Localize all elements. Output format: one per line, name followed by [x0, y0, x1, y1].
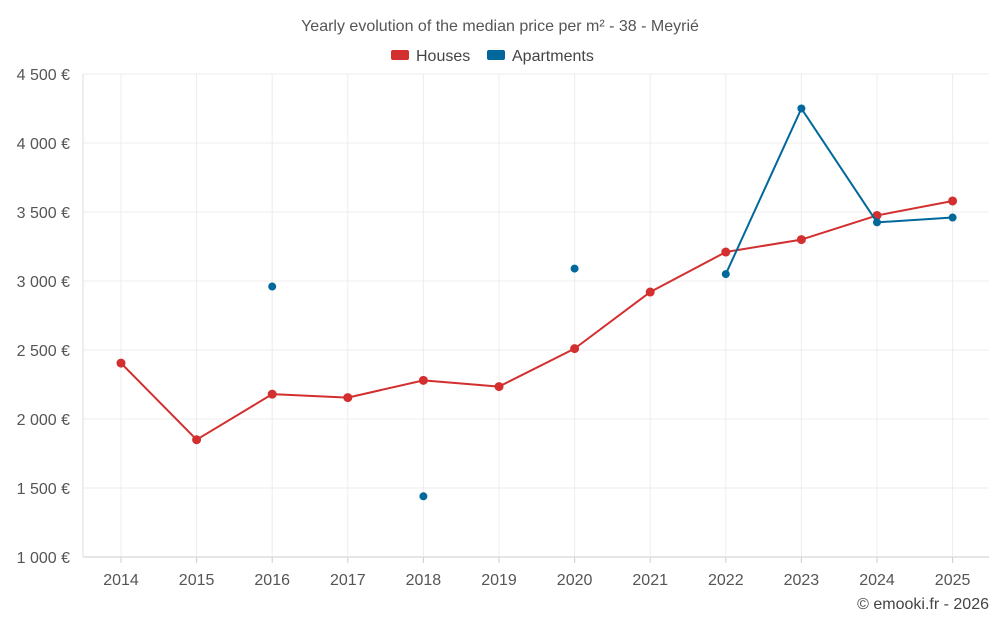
- y-tick-label: 2 500 €: [17, 343, 70, 360]
- x-tick-label: 2025: [935, 572, 971, 589]
- data-point-apartments-2020[interactable]: [570, 264, 579, 273]
- data-point-houses-2016[interactable]: [267, 389, 277, 399]
- x-tick-label: 2022: [708, 572, 744, 589]
- data-point-houses-2015[interactable]: [192, 435, 202, 445]
- series-line-apartments: [724, 107, 954, 276]
- series-line-houses: [120, 199, 954, 441]
- legend-label-houses: Houses: [416, 48, 470, 65]
- x-tick-label: 2018: [406, 572, 442, 589]
- series-houses: [116, 196, 958, 445]
- data-point-houses-2025[interactable]: [948, 196, 958, 206]
- y-tick-label: 1 500 €: [17, 481, 70, 498]
- legend-swatch-houses: [391, 50, 409, 60]
- y-tick-label: 2 000 €: [17, 412, 70, 429]
- x-tick-label: 2020: [557, 572, 593, 589]
- data-point-apartments-2023[interactable]: [797, 104, 806, 113]
- data-point-houses-2018[interactable]: [418, 375, 428, 385]
- axes: 1 000 € 1 500 € 2 000 € 2 500 € 3 000 € 3 500…: [17, 67, 971, 589]
- y-tick-label: 3 000 €: [17, 274, 70, 291]
- x-tick-label: 2023: [784, 572, 820, 589]
- legend-swatch-apartments: [487, 50, 505, 60]
- data-point-houses-2019[interactable]: [494, 382, 504, 392]
- x-tick-label: 2024: [859, 572, 895, 589]
- data-point-apartments-2024[interactable]: [873, 218, 881, 227]
- data-point-apartments-2018[interactable]: [419, 492, 428, 501]
- x-tick-label: 2017: [330, 572, 366, 589]
- legend: Houses Apartments: [391, 48, 594, 65]
- data-point-apartments-2025[interactable]: [948, 213, 957, 222]
- x-tick-label: 2019: [481, 572, 517, 589]
- chart-title: Yearly evolution of the median price per…: [301, 18, 699, 35]
- grid: [83, 73, 989, 558]
- footer-credit: © emooki.fr - 2026: [857, 596, 989, 613]
- data-point-apartments-2022[interactable]: [721, 270, 730, 279]
- data-point-houses-2022[interactable]: [721, 247, 731, 257]
- y-tick-label: 4 500 €: [17, 67, 70, 84]
- x-tick-label: 2021: [632, 572, 668, 589]
- y-tick-label: 4 000 €: [17, 136, 70, 153]
- data-point-houses-2014[interactable]: [116, 358, 126, 368]
- series: [116, 104, 958, 501]
- x-tick-label: 2014: [103, 572, 139, 589]
- x-tick-label: 2016: [254, 572, 290, 589]
- data-point-apartments-2016[interactable]: [268, 282, 277, 291]
- x-tick-label: 2015: [179, 572, 215, 589]
- y-tick-label: 3 500 €: [17, 205, 70, 222]
- data-point-houses-2020[interactable]: [570, 344, 580, 354]
- data-point-houses-2023[interactable]: [796, 235, 806, 245]
- series-apartments: [268, 104, 957, 501]
- legend-item-houses[interactable]: Houses: [391, 48, 470, 65]
- y-tick-label: 1 000 €: [17, 550, 70, 567]
- legend-item-apartments[interactable]: Apartments: [487, 48, 594, 65]
- data-point-houses-2017[interactable]: [343, 393, 353, 403]
- legend-label-apartments: Apartments: [512, 48, 594, 65]
- data-point-houses-2021[interactable]: [645, 287, 655, 297]
